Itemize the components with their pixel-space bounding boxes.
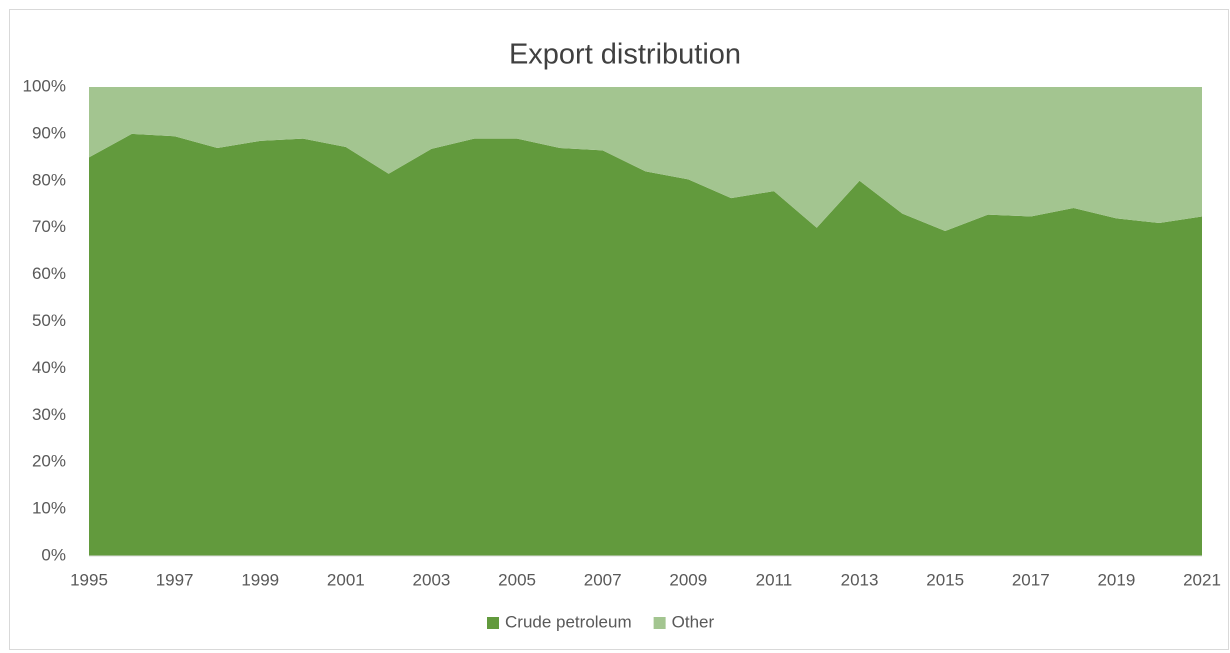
- x-tick-label: 2005: [498, 570, 536, 589]
- x-tick-label: 1997: [156, 570, 194, 589]
- y-tick-label: 60%: [32, 264, 66, 283]
- legend-swatch: [653, 617, 666, 629]
- area: [89, 87, 1202, 231]
- y-tick-label: 20%: [32, 452, 66, 471]
- y-tick-label: 0%: [41, 545, 66, 564]
- x-tick-label: 2019: [1097, 570, 1135, 589]
- legend-label: Other: [672, 612, 715, 631]
- legend-swatch: [487, 617, 499, 629]
- x-tick-label: 1995: [70, 570, 108, 589]
- y-tick-label: 70%: [32, 217, 66, 236]
- y-tick-label: 10%: [32, 499, 66, 518]
- chart-title: Export distribution: [509, 39, 741, 71]
- y-tick-label: 100%: [23, 76, 66, 95]
- x-tick-label: 1999: [241, 570, 279, 589]
- x-tick-label: 2007: [584, 570, 622, 589]
- y-tick-label: 80%: [32, 170, 66, 189]
- y-tick-label: 90%: [32, 123, 66, 142]
- x-tick-label: 2013: [841, 570, 879, 589]
- area: [89, 133, 1202, 556]
- x-tick-label: 2017: [1012, 570, 1050, 589]
- x-tick-label: 2001: [327, 570, 365, 589]
- x-tick-label: 2009: [669, 570, 707, 589]
- x-tick-label: 2015: [926, 570, 964, 589]
- x-tick-label: 2021: [1183, 570, 1221, 589]
- x-tick-label: 2003: [413, 570, 451, 589]
- y-tick-label: 50%: [32, 311, 66, 330]
- y-tick-label: 40%: [32, 358, 66, 377]
- x-tick-label: 2011: [756, 570, 793, 589]
- legend-label: Crude petroleum: [505, 612, 632, 631]
- y-tick-label: 30%: [32, 405, 66, 424]
